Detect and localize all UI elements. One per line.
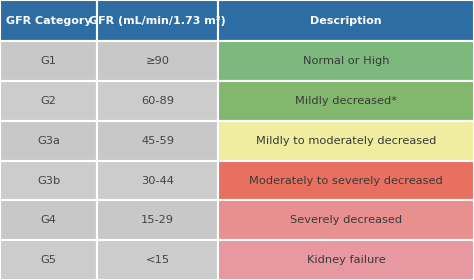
- Bar: [0, 240, 97, 280]
- Text: G2: G2: [41, 96, 56, 106]
- Bar: [0, 161, 97, 200]
- Text: 30-44: 30-44: [141, 176, 174, 186]
- Text: Mildly decreased*: Mildly decreased*: [295, 96, 397, 106]
- Bar: [0, 200, 97, 240]
- Bar: [0, 0, 97, 41]
- Text: G4: G4: [41, 215, 56, 225]
- Bar: [0, 81, 97, 121]
- Text: GFR Category: GFR Category: [6, 16, 91, 26]
- Text: 60-89: 60-89: [141, 96, 174, 106]
- Text: Severely decreased: Severely decreased: [290, 215, 402, 225]
- Bar: [97, 161, 218, 200]
- Text: Description: Description: [310, 16, 382, 26]
- Text: G1: G1: [41, 56, 56, 66]
- Bar: [218, 240, 474, 280]
- Text: 45-59: 45-59: [141, 136, 174, 146]
- Text: Mildly to moderately decreased: Mildly to moderately decreased: [256, 136, 436, 146]
- Bar: [97, 200, 218, 240]
- Bar: [97, 0, 218, 41]
- Bar: [97, 41, 218, 81]
- Bar: [97, 240, 218, 280]
- Bar: [218, 121, 474, 161]
- Text: Normal or High: Normal or High: [303, 56, 389, 66]
- Text: ≥90: ≥90: [146, 56, 170, 66]
- Text: Kidney failure: Kidney failure: [307, 255, 385, 265]
- Bar: [0, 41, 97, 81]
- Bar: [218, 161, 474, 200]
- Text: G3a: G3a: [37, 136, 60, 146]
- Bar: [0, 121, 97, 161]
- Bar: [218, 0, 474, 41]
- Bar: [218, 81, 474, 121]
- Text: G5: G5: [41, 255, 56, 265]
- Text: 15-29: 15-29: [141, 215, 174, 225]
- Bar: [97, 81, 218, 121]
- Bar: [97, 121, 218, 161]
- Text: Moderately to severely decreased: Moderately to severely decreased: [249, 176, 443, 186]
- Text: GFR (mL/min/1.73 m²): GFR (mL/min/1.73 m²): [89, 16, 226, 26]
- Text: <15: <15: [146, 255, 170, 265]
- Bar: [218, 41, 474, 81]
- Bar: [218, 200, 474, 240]
- Text: G3b: G3b: [37, 176, 60, 186]
